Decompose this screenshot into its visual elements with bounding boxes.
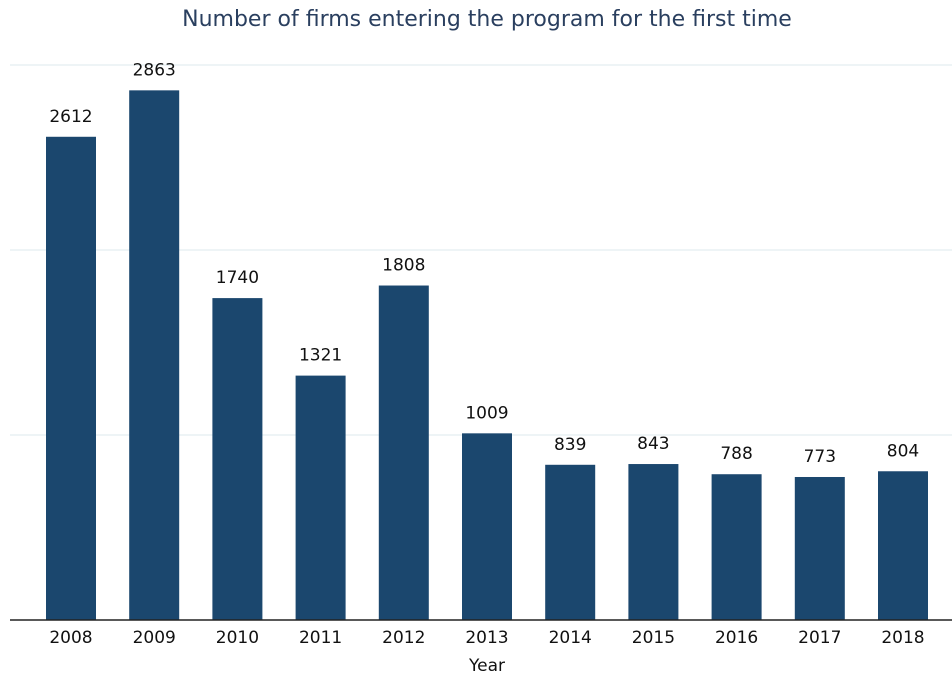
bar	[129, 90, 180, 621]
x-tick-label: 2009	[133, 628, 176, 648]
data-label: 1009	[465, 403, 508, 423]
bar	[378, 285, 429, 620]
x-tick-label: 2008	[49, 628, 92, 648]
data-label: 788	[720, 444, 752, 464]
chart-title: Number of firms entering the program for…	[182, 7, 792, 32]
bar	[295, 375, 346, 620]
x-tick-label: 2015	[632, 628, 675, 648]
bar	[212, 298, 263, 620]
bar	[628, 464, 679, 620]
bar	[878, 471, 928, 620]
data-label: 2863	[133, 60, 176, 80]
data-label: 2612	[49, 107, 92, 127]
x-tick-label: 2013	[465, 628, 508, 648]
x-tick-label: 2012	[382, 628, 425, 648]
x-tick-label: 2010	[216, 628, 259, 648]
x-tick-label: 2018	[881, 628, 924, 648]
x-tick-label: 2014	[549, 628, 592, 648]
data-label: 804	[887, 441, 919, 461]
data-label: 843	[637, 434, 669, 454]
bar	[462, 433, 512, 620]
data-label: 1740	[216, 268, 259, 288]
x-tick-label: 2017	[798, 628, 841, 648]
data-label: 773	[804, 447, 836, 467]
bar	[794, 476, 845, 620]
bar	[545, 464, 596, 620]
x-tick-label: 2011	[299, 628, 342, 648]
x-axis-label: Year	[468, 656, 505, 676]
data-label: 1321	[299, 346, 342, 366]
data-label: 839	[554, 435, 586, 455]
bar	[46, 136, 96, 620]
bar	[711, 474, 762, 620]
x-tick-label: 2016	[715, 628, 758, 648]
data-label: 1808	[382, 256, 425, 276]
